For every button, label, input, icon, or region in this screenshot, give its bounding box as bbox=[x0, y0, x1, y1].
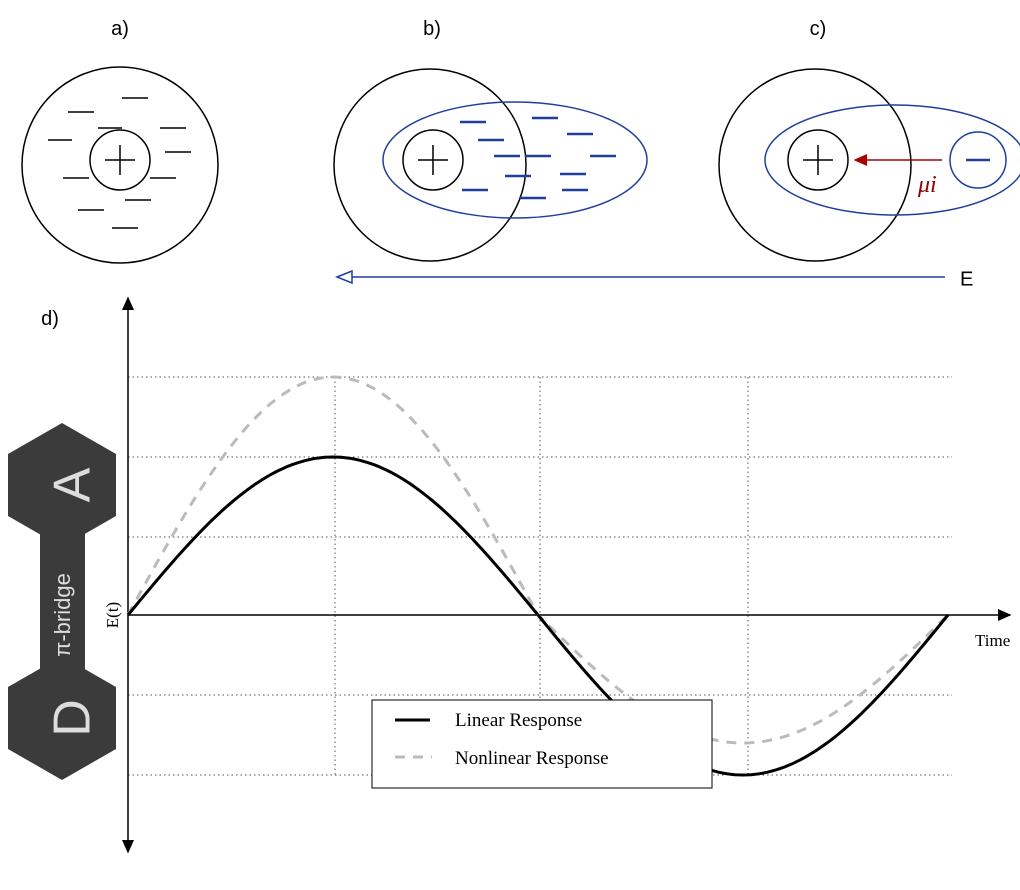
bridge-label: π-bridge bbox=[50, 573, 75, 657]
y-axis-label: E(t) bbox=[103, 602, 122, 628]
panel-label: c) bbox=[810, 18, 827, 40]
dipole-label: μi bbox=[917, 172, 937, 198]
figure: a) b) c) d) μi E Time E(t) bbox=[0, 0, 1020, 890]
legend-label: Nonlinear Response bbox=[455, 748, 609, 769]
drawing: a) b) c) d) μi E Time E(t) bbox=[8, 18, 1020, 852]
panel-label: a) bbox=[111, 18, 129, 40]
nonlinear-curve bbox=[128, 377, 948, 743]
legend-label: Linear Response bbox=[455, 710, 582, 731]
atom-c bbox=[719, 69, 1020, 261]
x-axis-label: Time bbox=[975, 631, 1010, 650]
acceptor-label: A bbox=[44, 467, 102, 502]
donor-label: D bbox=[44, 699, 102, 737]
atom-b bbox=[334, 69, 647, 261]
atom-a bbox=[22, 67, 218, 263]
panel-label: b) bbox=[423, 18, 441, 40]
field-arrow-head bbox=[337, 271, 352, 283]
panel-label: d) bbox=[41, 308, 59, 330]
field-label: E bbox=[960, 268, 973, 290]
